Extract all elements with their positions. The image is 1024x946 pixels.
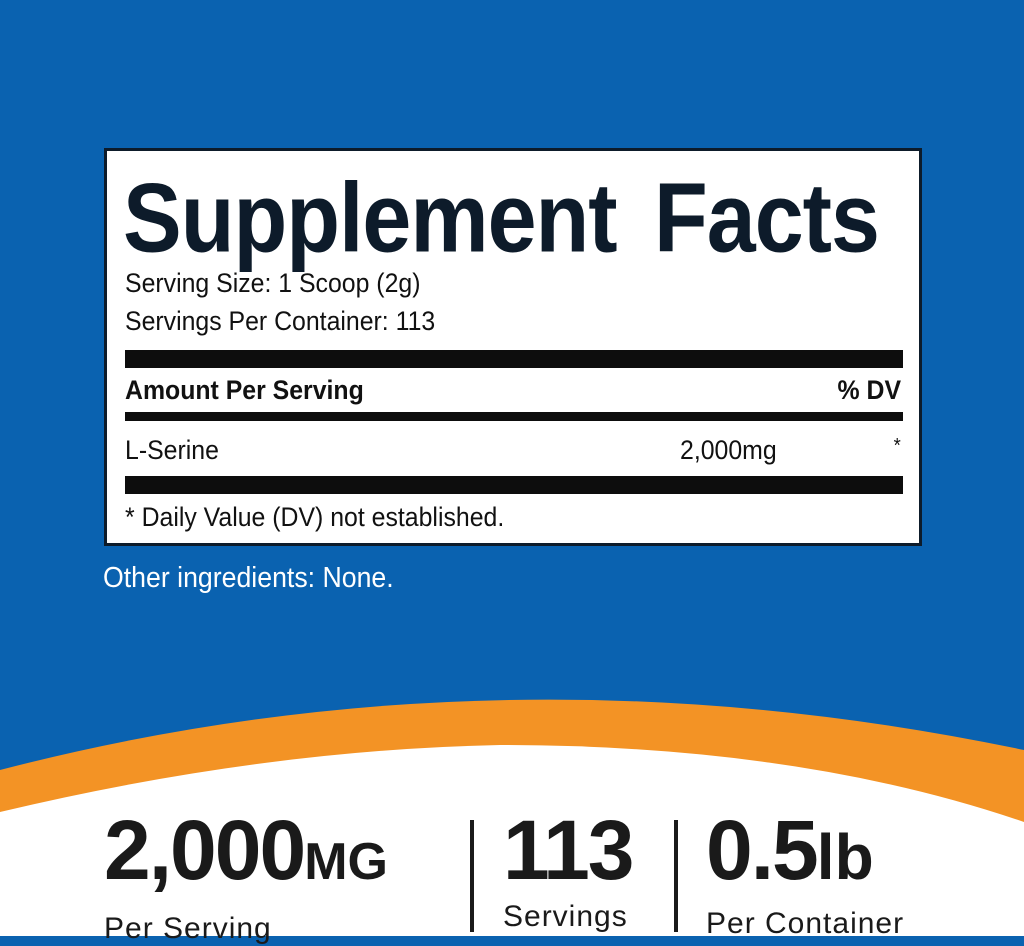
stat-per-container: 0.5lb Per Container [706, 808, 904, 941]
divider-thick [125, 476, 903, 494]
stat-value: 2,000 [104, 803, 306, 897]
stat-divider [674, 820, 678, 932]
ingredient-dv: * [893, 435, 901, 457]
serving-size: Serving Size: 1 Scoop (2g) [125, 268, 421, 298]
stat-caption: Per Serving [104, 912, 272, 945]
stat-divider [470, 820, 474, 932]
divider-thick [125, 350, 903, 368]
other-ingredients: Other ingredients: None. [103, 562, 394, 594]
stat-value: 0.5 [706, 803, 819, 897]
dv-header: % DV [837, 375, 901, 405]
amount-per-serving-header: Amount Per Serving [125, 375, 364, 405]
footnote: * Daily Value (DV) not established. [125, 502, 505, 532]
stat-unit: lb [816, 821, 874, 893]
label-title: Supplement Facts [123, 162, 880, 273]
servings-per-container: Servings Per Container: 113 [125, 306, 436, 336]
stat-per-serving: 2,000MG Per Serving [104, 808, 388, 946]
stat-value: 113 [503, 803, 635, 897]
white-area [0, 745, 1024, 936]
divider-thin [125, 412, 903, 421]
stat-caption: Per Container [706, 907, 905, 940]
supplement-facts-label: Supplement Facts Serving Size: 1 Scoop (… [104, 148, 922, 546]
stat-servings: 113 Servings [503, 808, 635, 934]
ingredient-name: L-Serine [125, 435, 219, 465]
ingredient-amount: 2,000mg [680, 435, 777, 465]
stat-unit: MG [304, 833, 388, 891]
stat-caption: Servings [503, 900, 628, 933]
